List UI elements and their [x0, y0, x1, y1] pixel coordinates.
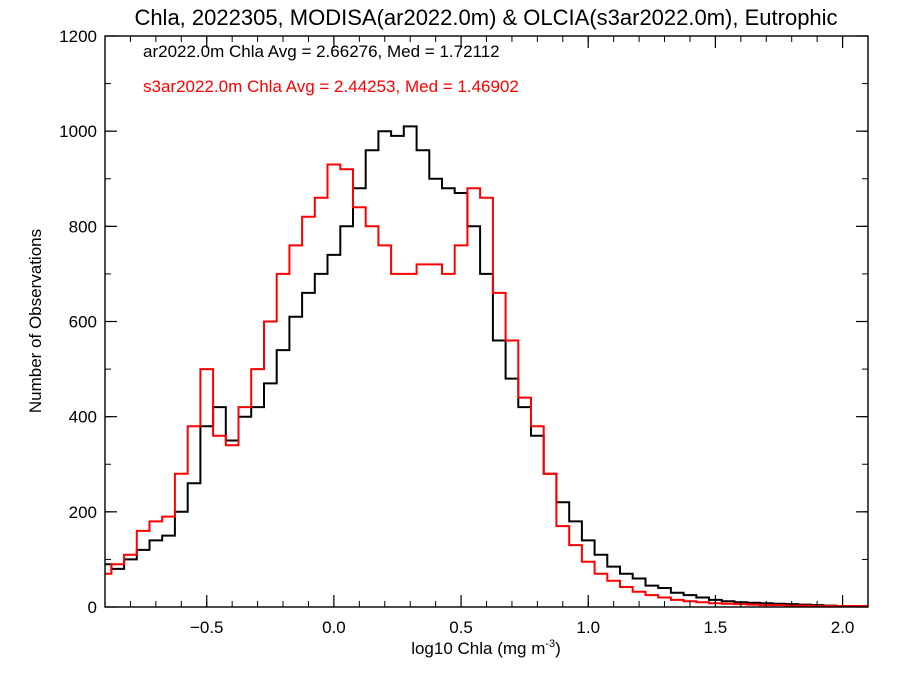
- series-line-2: [105, 163, 868, 607]
- y-tick-label: 200: [69, 503, 97, 522]
- y-tick-label: 400: [69, 408, 97, 427]
- y-tick-label: 0: [88, 598, 97, 617]
- legend-entry-series-2: s3ar2022.0m Chla Avg = 2.44253, Med = 1.…: [143, 77, 519, 96]
- y-tick-label: 1000: [59, 122, 97, 141]
- y-tick-label: 600: [69, 313, 97, 332]
- legend: ar2022.0m Chla Avg = 2.66276, Med = 1.72…: [143, 42, 519, 96]
- y-tick-label: 800: [69, 217, 97, 236]
- x-axis-label-exponent: -3: [545, 638, 555, 650]
- series-layer: [105, 125, 868, 607]
- chart-title: Chla, 2022305, MODISA(ar2022.0m) & OLCIA…: [134, 5, 837, 30]
- x-tick-label: 1.0: [576, 618, 600, 637]
- legend-entry-series-1: ar2022.0m Chla Avg = 2.66276, Med = 1.72…: [143, 42, 500, 61]
- x-tick-label: 0.5: [449, 618, 473, 637]
- x-axis-label: log10 Chla (mg m-3): [411, 638, 561, 658]
- x-tick-label: 1.5: [704, 618, 728, 637]
- x-tick-label: 2.0: [831, 618, 855, 637]
- x-tick-label: −0.5: [190, 618, 224, 637]
- y-tick-label: 1200: [59, 27, 97, 46]
- ticks-layer: −0.5 0.0 0.5 1.0 1.5 2.0 0 200 400 600 800 1000 1200: [59, 27, 869, 637]
- plot-frame: [104, 35, 869, 608]
- x-axis-label-text: log10 Chla (mg m: [411, 639, 545, 658]
- x-axis-label-close: ): [555, 639, 561, 658]
- x-tick-label: 0.0: [322, 618, 346, 637]
- y-axis-label: Number of Observations: [26, 229, 45, 413]
